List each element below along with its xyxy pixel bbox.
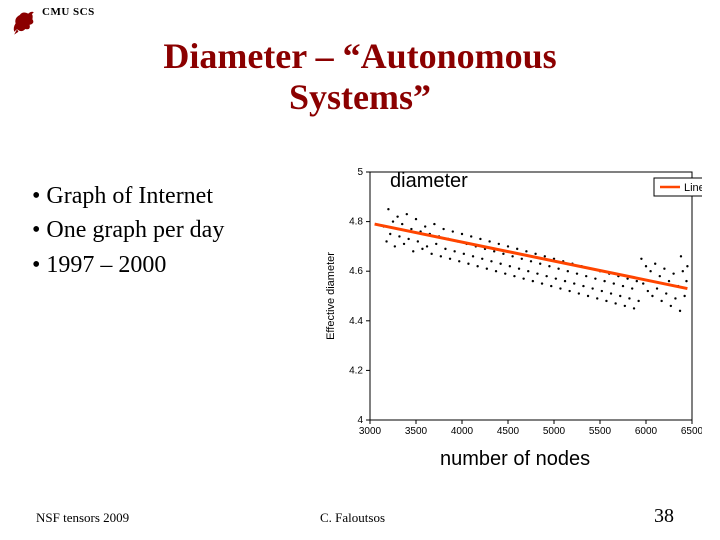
svg-text:4.6: 4.6 — [349, 266, 363, 277]
svg-text:4.4: 4.4 — [349, 316, 363, 327]
svg-text:3500: 3500 — [405, 426, 428, 437]
footer-left: NSF tensors 2009 — [36, 510, 129, 526]
page-number: 38 — [654, 505, 674, 528]
griffin-logo-icon — [10, 8, 38, 36]
svg-text:6500: 6500 — [681, 426, 702, 437]
svg-text:Linear fit: Linear fit — [684, 182, 702, 194]
svg-text:5: 5 — [357, 167, 363, 178]
chart-svg: 3000 3500 4000 4500 5000 5500 6000 6500 4 4.2 4.4 4… — [322, 158, 702, 443]
svg-text:4.8: 4.8 — [349, 217, 363, 228]
bullet-item: 1997 – 2000 — [32, 249, 312, 281]
svg-text:6000: 6000 — [635, 426, 658, 437]
svg-text:3000: 3000 — [359, 426, 382, 437]
svg-text:Effective diameter: Effective diameter — [325, 252, 337, 340]
svg-text:4.2: 4.2 — [349, 365, 363, 376]
svg-text:5000: 5000 — [543, 426, 566, 437]
svg-text:4500: 4500 — [497, 426, 520, 437]
header-org-text: CMU SCS — [42, 6, 95, 18]
bullet-item: One graph per day — [32, 214, 312, 246]
footer-center: C. Faloutsos — [320, 510, 385, 526]
chart-annotation-ylabel-plain: diameter — [390, 170, 468, 193]
title-line-1: Diameter – “Autonomous — [163, 36, 556, 76]
slide-header: CMU SCS — [10, 6, 95, 36]
diameter-chart: 3000 3500 4000 4500 5000 5500 6000 6500 4 4.2 4.4 4… — [322, 158, 702, 443]
svg-text:4: 4 — [357, 415, 363, 426]
chart-annotation-xlabel-plain: number of nodes — [440, 448, 590, 471]
title-line-2: Systems” — [289, 77, 431, 117]
bullet-item: Graph of Internet — [32, 180, 312, 212]
svg-text:5500: 5500 — [589, 426, 612, 437]
bullet-list: Graph of Internet One graph per day 1997… — [32, 180, 312, 283]
svg-text:4000: 4000 — [451, 426, 474, 437]
slide-title: Diameter – “Autonomous Systems” — [60, 36, 660, 119]
